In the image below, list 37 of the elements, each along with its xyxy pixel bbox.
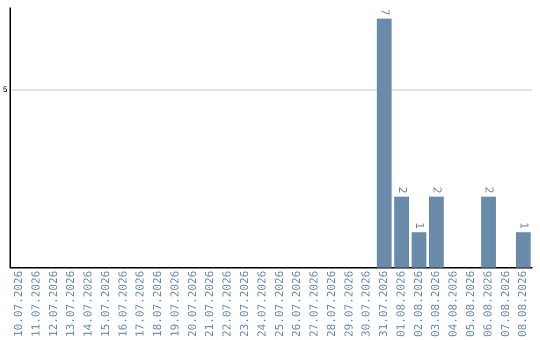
x-tick-label: 27.07.2026 — [308, 270, 321, 338]
data-label: 7 — [378, 8, 392, 16]
x-tick-label: 05.08.2026 — [464, 270, 478, 338]
x-tick-label: 13.07.2026 — [64, 270, 78, 338]
x-tick-label: 08.08.2026 — [516, 270, 530, 338]
x-tick-label: 14.07.2026 — [82, 270, 95, 338]
x-tick-label: 23.07.2026 — [238, 270, 252, 338]
x-tick-label: 15.07.2026 — [98, 270, 112, 338]
x-tick-label: 22.07.2026 — [220, 270, 234, 338]
x-tick-label: 18.07.2026 — [151, 270, 164, 338]
x-tick-label: 10.07.2026 — [12, 270, 25, 338]
x-tick-label: 06.08.2026 — [481, 270, 494, 338]
x-tick-label: 02.08.2026 — [412, 270, 425, 338]
x-tick-label: 04.08.2026 — [446, 270, 460, 338]
x-tick-label: 11.07.2026 — [29, 270, 42, 338]
x-tick-label: 03.08.2026 — [429, 270, 442, 338]
x-tick-label: 28.07.2026 — [324, 270, 338, 338]
x-tick-label: 20.07.2026 — [186, 270, 199, 338]
data-label: 2 — [482, 186, 496, 194]
data-label: 1 — [413, 222, 426, 230]
y-tick-label: 5 — [2, 85, 8, 94]
x-tick-label: 19.07.2026 — [168, 270, 182, 338]
x-tick-label: 30.07.2026 — [360, 270, 373, 338]
x-tick-label: 01.08.2026 — [394, 270, 408, 338]
data-label: 1 — [517, 222, 530, 230]
x-tick-label: 26.07.2026 — [290, 270, 304, 338]
data-label: 2 — [396, 186, 409, 194]
x-tick-label: 21.07.2026 — [203, 270, 216, 338]
x-tick-label: 24.07.2026 — [255, 270, 268, 338]
x-tick-label: 29.07.2026 — [342, 270, 356, 338]
x-tick-label: 31.07.2026 — [377, 270, 390, 338]
x-tick-label: 16.07.2026 — [116, 270, 130, 338]
x-tick-label: 12.07.2026 — [46, 270, 60, 338]
x-tick-label: 07.08.2026 — [498, 270, 512, 338]
data-label: 2 — [430, 186, 444, 194]
x-tick-label: 17.07.2026 — [134, 270, 147, 338]
x-tick-label: 25.07.2026 — [272, 270, 286, 338]
